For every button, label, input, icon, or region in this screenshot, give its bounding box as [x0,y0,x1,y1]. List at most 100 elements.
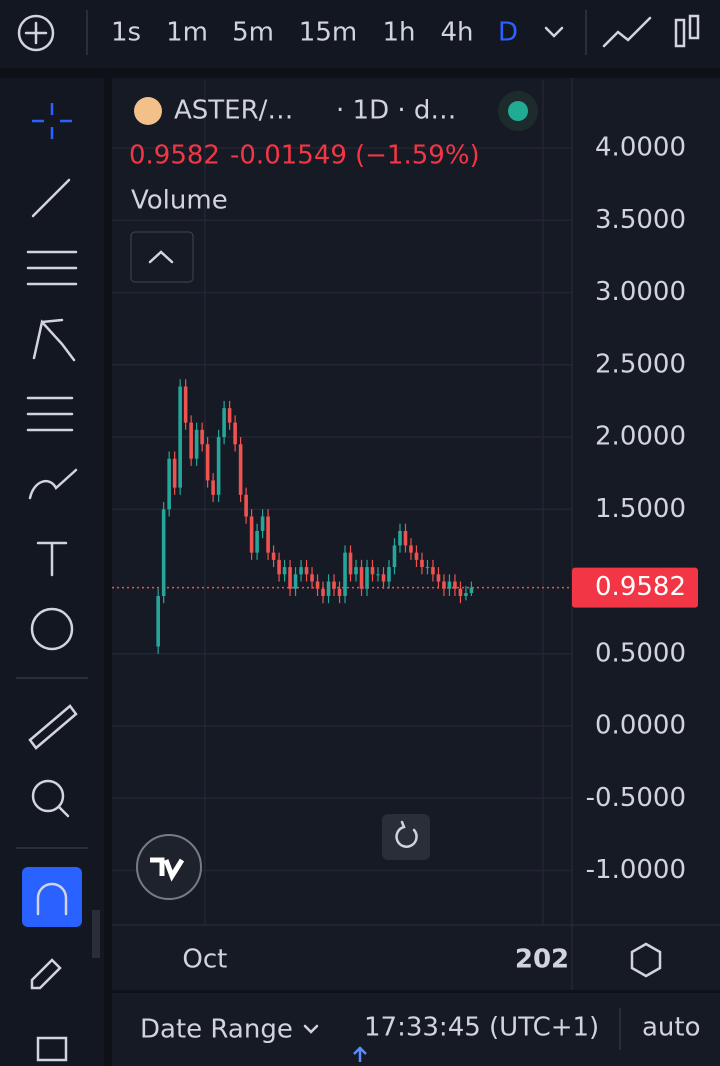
zoom-tool[interactable] [31,779,65,813]
candle-body [326,581,331,596]
collapse-icon [148,250,174,264]
candle-body [337,588,342,596]
candle-body [420,559,424,568]
candle-body [277,559,281,575]
candle-body [387,567,391,582]
logo-mark [150,857,185,882]
candle-body [304,567,309,575]
candle-body [370,567,375,575]
candle-icon[interactable] [674,14,700,48]
candle-body [425,567,430,569]
y-tick-label: 4.0000 [595,133,686,163]
crosshair-tool[interactable] [32,103,72,139]
price-change: -0.01549 [230,141,347,171]
last-price-badge [572,567,698,608]
candle-body [183,386,188,423]
candle-body [310,574,314,582]
timeframe[interactable]: 1h [382,18,415,48]
timeframe[interactable]: 1m [166,18,208,48]
candle-body [200,429,204,445]
candle-body [156,595,160,647]
timeframe[interactable]: 15m [299,18,357,48]
candle-body [458,588,463,596]
pattern-tool[interactable] [32,318,76,362]
date-range-arrow [303,1024,319,1034]
y-tick-label: 0.5000 [595,638,686,668]
candle-body [271,552,276,560]
candle-body [332,581,336,589]
clock[interactable]: 17:33:45 (UTC+1) [364,1013,599,1043]
symbol-logo [134,97,162,125]
timeframe[interactable]: D [498,18,518,48]
candle-body [354,567,358,575]
settings-button[interactable] [630,942,662,978]
candle-body [469,587,474,594]
candle-body [255,530,259,553]
collapse-button[interactable] [130,231,194,283]
candle-body [238,444,243,495]
price-change-pct: (−1.59%) [355,141,480,171]
candle-body [216,437,221,495]
timeframe[interactable]: 5m [232,18,274,48]
y-tick-label: 3.0000 [595,277,686,307]
candle-body [167,458,171,510]
symbol[interactable]: ASTER/… [174,96,293,126]
prediction-tool[interactable] [26,396,74,432]
candle-body [172,458,177,488]
lock-drawings-tool[interactable] [30,958,62,990]
candle-body [161,509,166,596]
timeframe[interactable]: 1s [111,18,141,48]
unlock-tool[interactable] [36,1036,68,1062]
date-range[interactable]: Date Range [140,1015,293,1045]
scroll-marker [353,1046,367,1062]
add-icon [24,21,48,45]
candle-body [266,516,270,553]
candle-body [282,567,287,575]
candle-body [453,581,457,589]
y-tick-label: -0.5000 [586,783,686,813]
scale-mode[interactable]: auto [642,1013,701,1043]
reset-button[interactable] [382,814,430,860]
brush-tool[interactable] [28,468,78,500]
candle-body [244,494,248,517]
ruler-tool[interactable] [28,704,78,750]
pane-label: Volume [131,186,228,216]
trend-line-tool[interactable] [31,178,71,218]
interval[interactable]: · 1D · d… [336,96,456,126]
candle-body [194,429,199,459]
candle-body [321,588,325,596]
fib-tool[interactable] [26,250,78,286]
axes: 4.0000 3.5000 3.0000 2.5000 2.0000 1.5000 0.50… [182,133,698,975]
timeframe[interactable]: 4h [440,18,473,48]
candle-body [392,545,397,568]
candle-body [431,567,435,575]
candle-body [299,567,303,575]
x-tick-label: Oct [182,945,227,975]
candle-body [293,574,298,589]
candle-body [436,574,441,582]
magnet-button[interactable] [22,867,82,927]
candle-body [343,552,347,596]
line-chart-icon[interactable] [602,16,652,48]
candle-body [359,567,364,589]
y-tick-label: 2.0000 [595,422,686,452]
candle-body [414,552,419,560]
candle-body [381,574,386,582]
candle-body [464,593,468,596]
candle-body [227,408,232,423]
plot-area [112,80,572,925]
candle-body [348,552,353,575]
candle-body [288,567,292,589]
emoji-tool[interactable] [30,607,74,651]
candle-body [189,422,193,459]
candle-body [398,530,402,546]
dropdown-icon[interactable] [544,26,564,38]
candle-body [442,581,446,589]
candle-icon-body [674,18,686,48]
text-tool[interactable] [36,541,68,577]
candle-body [447,581,452,589]
collapse-toolbar[interactable] [92,910,100,958]
add-button[interactable] [17,14,55,52]
